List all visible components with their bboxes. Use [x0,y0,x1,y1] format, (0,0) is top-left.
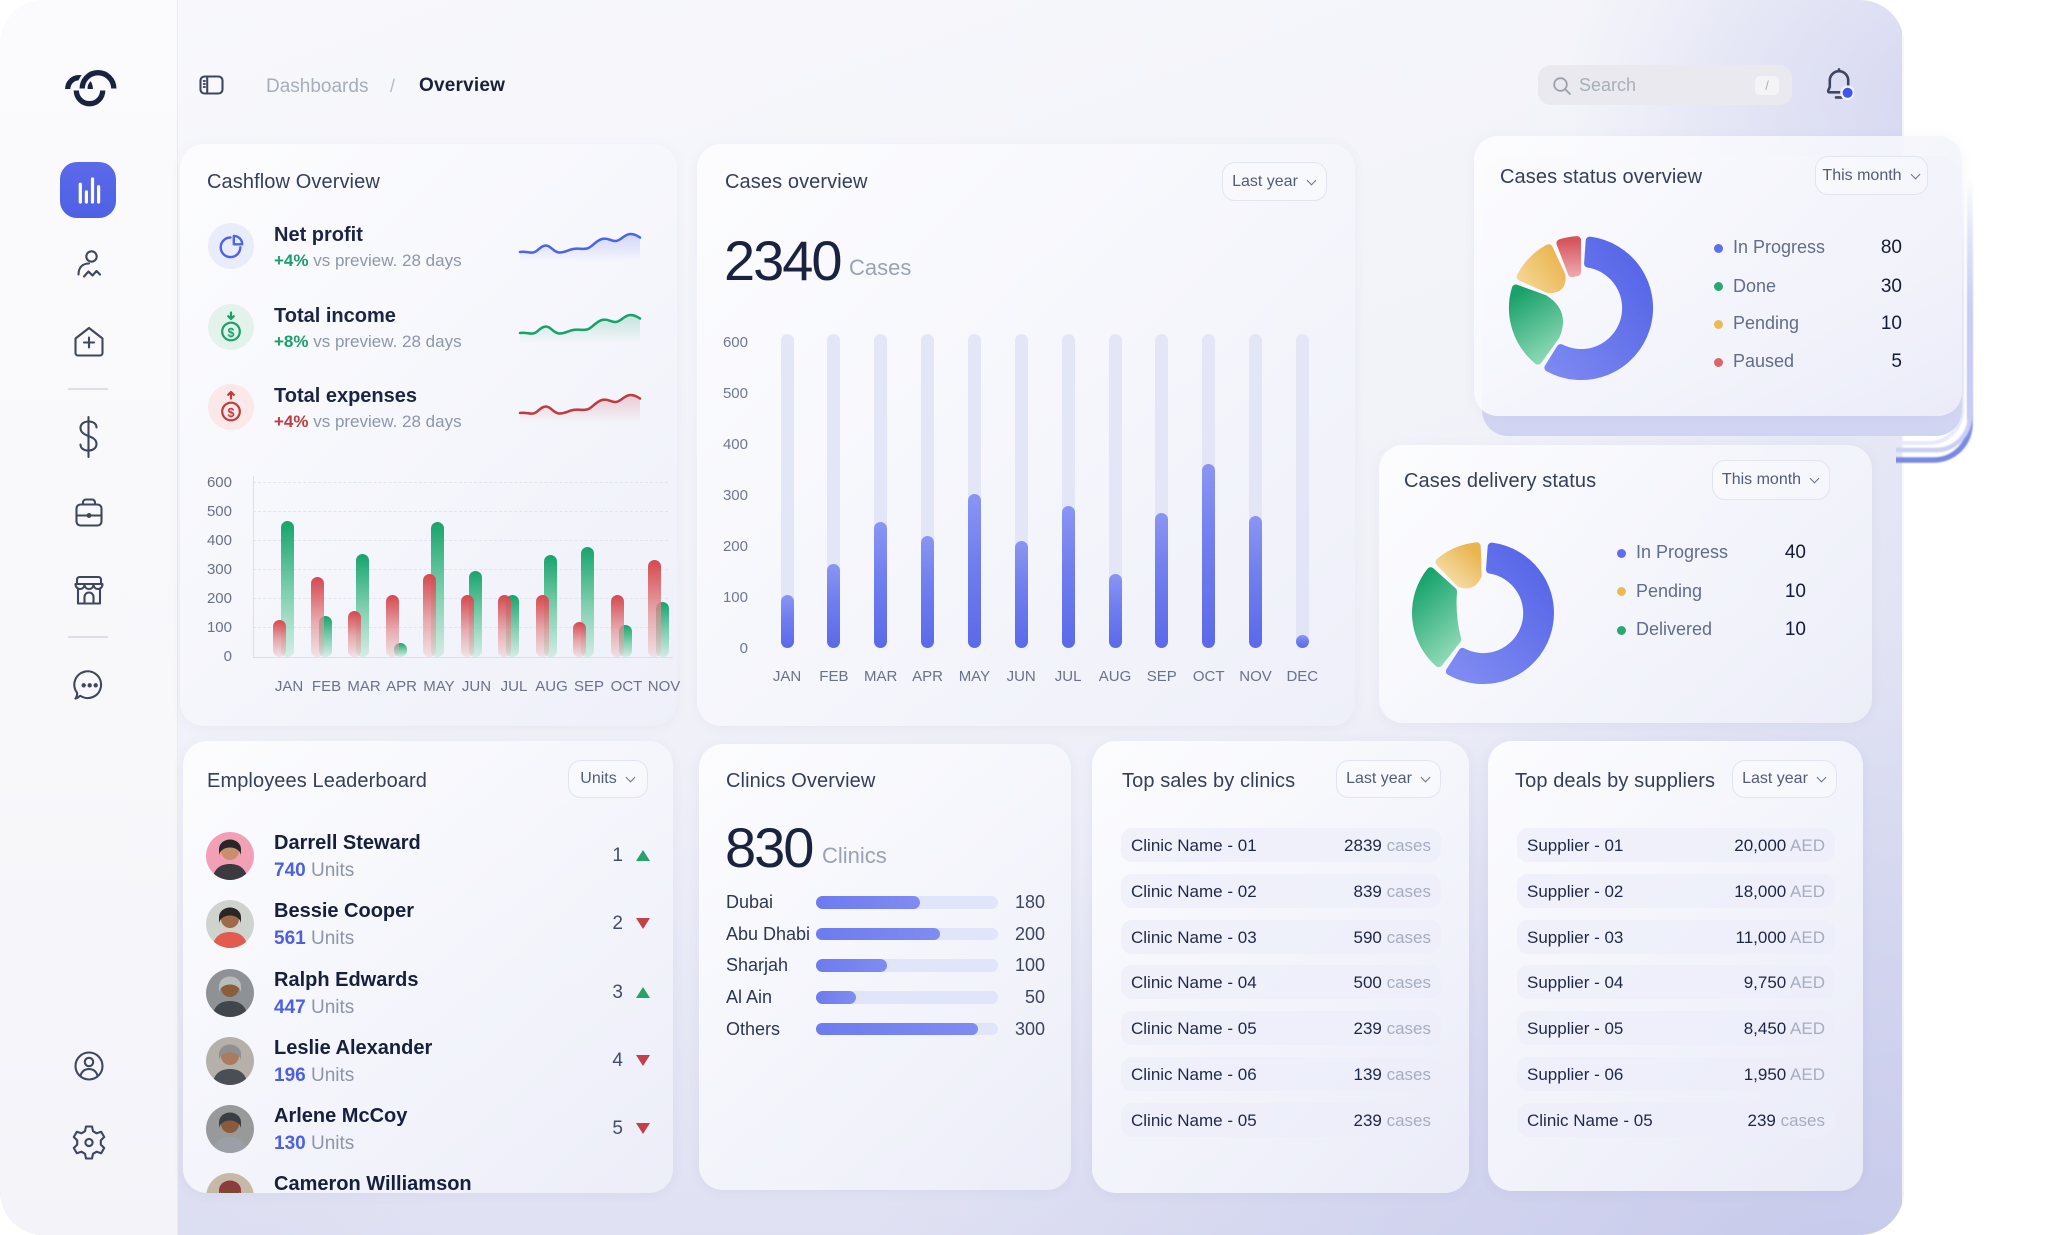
svg-text:$: $ [228,406,235,420]
svg-text:$: $ [228,326,235,340]
